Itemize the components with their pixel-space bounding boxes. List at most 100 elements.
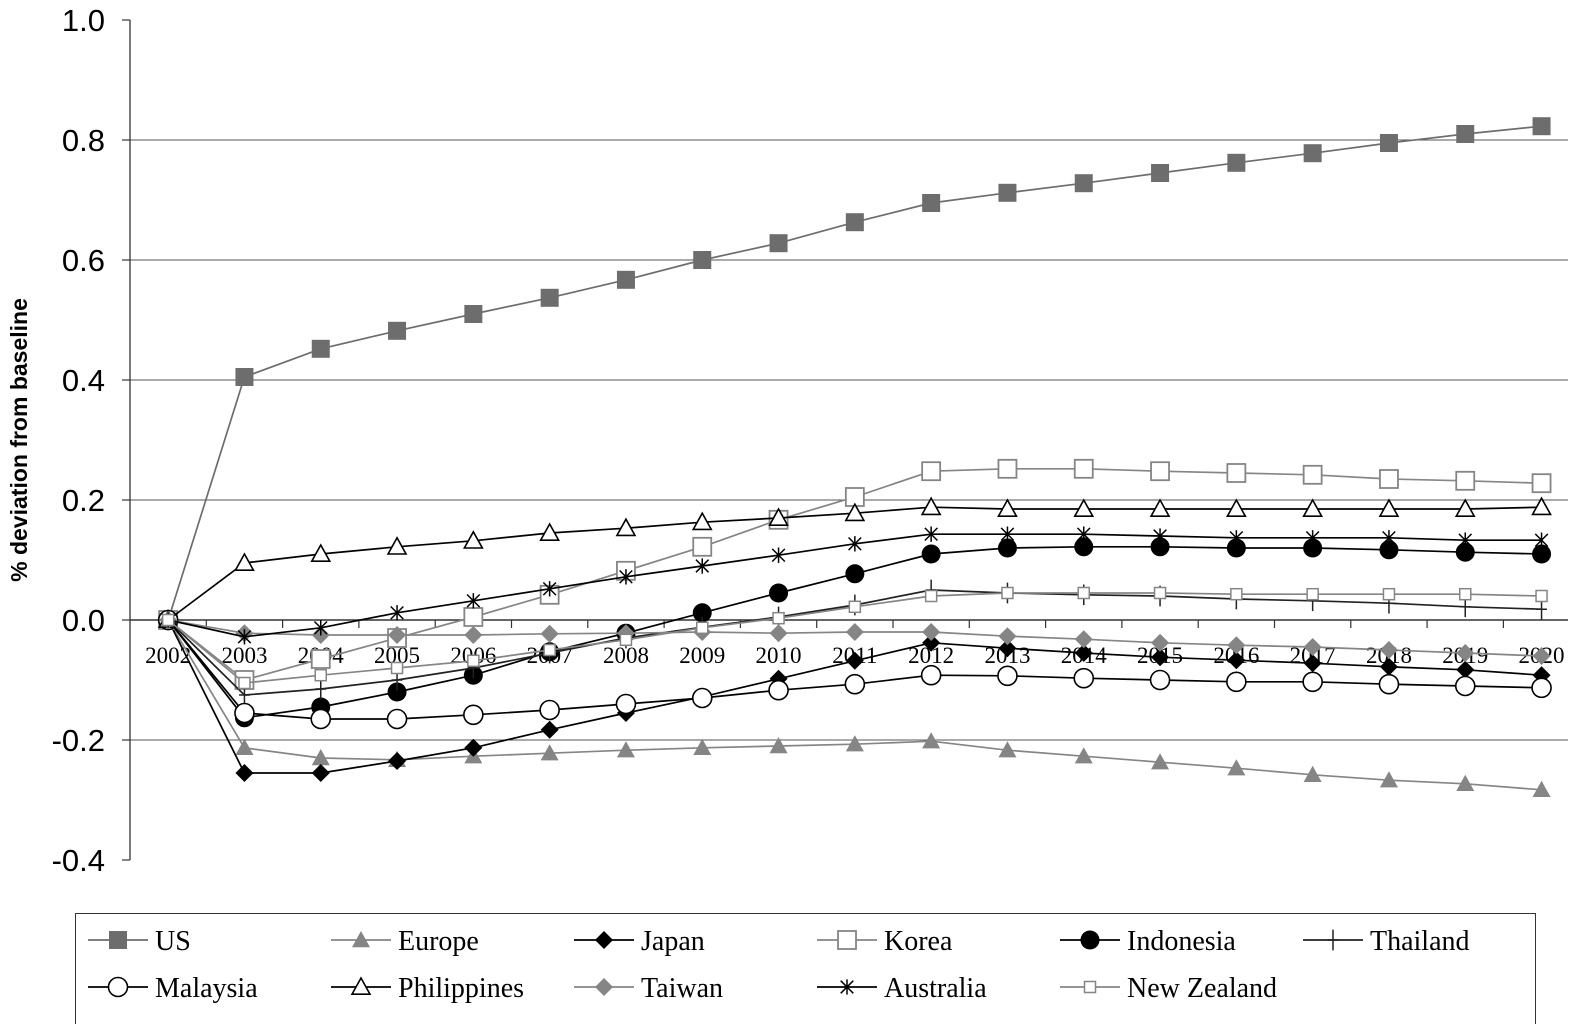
series-philippines — [157, 496, 1552, 629]
data-point-malaysia-2009 — [691, 687, 713, 709]
data-point-us-2019 — [1456, 125, 1475, 143]
gridlines — [130, 139, 1568, 741]
data-point-japan-2017 — [1303, 654, 1322, 673]
data-point-philippines-2010 — [768, 507, 789, 527]
data-point-japan-2019 — [1456, 660, 1475, 679]
data-point-australia-2004 — [313, 620, 328, 636]
data-point-philippines-2014 — [1073, 498, 1095, 518]
legend-item-us: US — [88, 926, 191, 957]
data-point-new-zealand-2011 — [848, 600, 862, 614]
data-point-malaysia-2015 — [1149, 669, 1171, 691]
data-point-indonesia-2005 — [387, 682, 407, 702]
data-point-australia-2018 — [1382, 530, 1396, 546]
data-point-malaysia-2013 — [997, 665, 1018, 687]
y-tick-label: 0.6 — [62, 243, 105, 278]
data-point-taiwan-2013 — [998, 627, 1017, 646]
data-point-us-2011 — [845, 213, 864, 232]
y-tick-label: 1.0 — [62, 3, 105, 38]
data-point-japan-2014 — [1074, 644, 1093, 662]
data-point-australia-2016 — [1229, 530, 1244, 546]
data-point-new-zealand-2005 — [390, 661, 404, 675]
data-point-new-zealand-2006 — [467, 654, 480, 668]
data-point-taiwan-2007 — [540, 624, 559, 643]
data-point-taiwan-2019 — [1456, 644, 1475, 662]
legend-marker — [350, 976, 372, 996]
series-malaysia — [157, 609, 1552, 730]
data-point-korea-2013 — [997, 458, 1018, 479]
data-point-korea-2017 — [1302, 464, 1323, 485]
data-point-new-zealand-2007 — [543, 643, 556, 657]
data-point-us-2014 — [1074, 174, 1093, 193]
data-point-philippines-2007 — [539, 522, 561, 542]
data-point-australia-2003 — [237, 629, 252, 645]
data-point-us-2009 — [693, 251, 712, 269]
data-point-indonesia-2012 — [921, 544, 941, 564]
data-point-malaysia-2008 — [615, 693, 637, 715]
data-point-thailand-2020 — [1536, 598, 1547, 620]
legend-item-new-zealand: New Zealand — [1060, 973, 1277, 1004]
data-point-korea-2016 — [1226, 463, 1247, 483]
data-point-philippines-2008 — [615, 517, 637, 537]
data-point-europe-2020 — [1532, 780, 1551, 797]
data-point-indonesia-2010 — [769, 583, 789, 603]
data-point-australia-2012 — [924, 526, 938, 542]
y-tick-label: 0.4 — [62, 363, 105, 398]
data-point-philippines-2012 — [920, 496, 942, 516]
legend-label: US — [155, 926, 191, 957]
data-point-korea-2015 — [1150, 461, 1170, 482]
data-point-australia-2019 — [1458, 532, 1473, 548]
data-point-thailand-2004 — [315, 678, 327, 700]
data-point-malaysia-2016 — [1226, 671, 1247, 693]
legend-label: Japan — [641, 926, 705, 957]
data-point-new-zealand-2010 — [772, 611, 785, 625]
legend-item-indonesia: Indonesia — [1060, 926, 1236, 957]
data-point-taiwan-2020 — [1532, 647, 1551, 665]
data-point-australia-2017 — [1305, 530, 1320, 546]
data-point-new-zealand-2014 — [1077, 586, 1090, 600]
legend-frame — [75, 913, 1536, 1024]
legend-item-taiwan: Taiwan — [574, 973, 723, 1004]
legend-item-malaysia: Malaysia — [88, 973, 258, 1004]
data-point-malaysia-2006 — [463, 704, 484, 726]
y-tick-label: 0.2 — [62, 483, 105, 518]
data-point-japan-2012 — [922, 633, 941, 652]
data-point-malaysia-2004 — [310, 708, 332, 730]
data-point-australia-2014 — [1076, 526, 1091, 542]
data-point-australia-2008 — [619, 569, 633, 585]
data-point-malaysia-2012 — [920, 664, 942, 686]
data-point-philippines-2006 — [462, 530, 484, 549]
legend-label: Europe — [398, 926, 479, 957]
x-tick-label: 2009 — [679, 643, 725, 668]
data-point-malaysia-2019 — [1454, 675, 1476, 697]
data-point-us-2015 — [1151, 164, 1170, 182]
data-point-taiwan-2016 — [1227, 636, 1246, 655]
legend-marker — [1080, 930, 1100, 950]
data-point-australia-2006 — [466, 593, 481, 609]
data-point-malaysia-2011 — [844, 673, 866, 695]
data-point-europe-2011 — [845, 735, 864, 752]
data-point-us-2012 — [922, 194, 941, 212]
data-point-taiwan-2017 — [1303, 638, 1322, 656]
data-point-new-zealand-2016 — [1230, 587, 1243, 601]
data-point-japan-2004 — [311, 764, 330, 782]
data-point-new-zealand-2009 — [696, 621, 709, 635]
series-australia — [161, 526, 1549, 645]
data-point-us-2013 — [998, 183, 1017, 202]
data-point-new-zealand-2008 — [619, 633, 633, 647]
data-point-korea-2006 — [463, 607, 484, 627]
data-point-philippines-2013 — [997, 498, 1018, 518]
data-point-philippines-2020 — [1531, 496, 1552, 516]
data-point-japan-2015 — [1151, 648, 1170, 667]
data-point-japan-2006 — [464, 738, 483, 757]
data-point-korea-2012 — [921, 461, 942, 482]
data-point-europe-2003 — [235, 738, 254, 755]
data-point-new-zealand-2002 — [161, 613, 175, 627]
data-point-malaysia-2014 — [1073, 667, 1095, 689]
legend-item-japan: Japan — [574, 926, 705, 957]
data-point-new-zealand-2013 — [1001, 586, 1014, 600]
data-point-indonesia-2014 — [1074, 537, 1094, 557]
data-point-philippines-2004 — [310, 543, 332, 563]
data-point-us-2010 — [769, 234, 788, 253]
legend-label: Korea — [884, 926, 953, 957]
